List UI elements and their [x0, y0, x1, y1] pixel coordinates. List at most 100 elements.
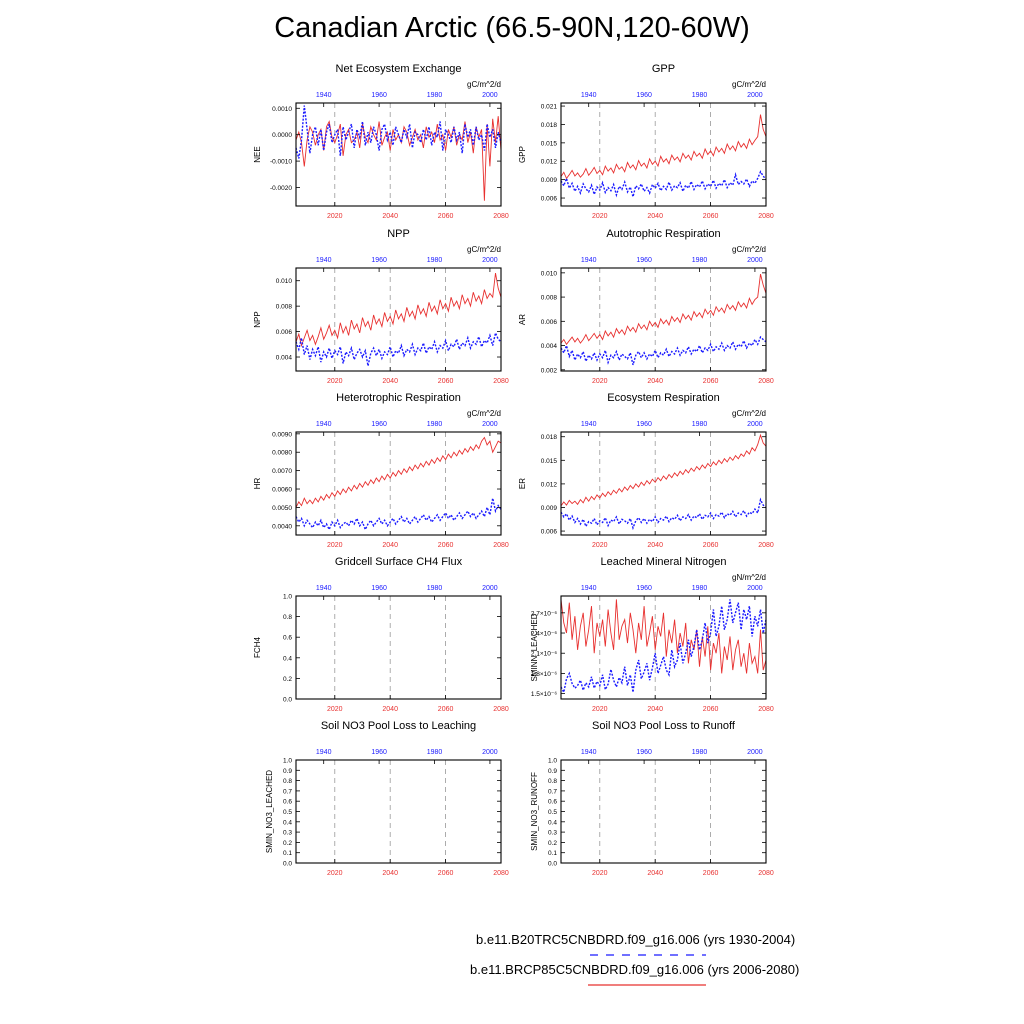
er-top-xtick-label-1: 1960: [636, 421, 652, 428]
gpp-future-line: [560, 114, 767, 180]
ar-top-xtick-label-0: 1940: [581, 257, 597, 264]
er-ytick-label-4: 0.018: [541, 434, 558, 441]
smin-no3-runoff-top-xtick-label-3: 2000: [747, 749, 763, 756]
npp-top-xtick-label-2: 1980: [427, 257, 443, 264]
hr-ylabel: HR: [253, 478, 262, 490]
smin-no3-leached-top-xtick-label-3: 2000: [482, 749, 498, 756]
smin-no3-leached-ytick-label-9: 0.9: [283, 768, 292, 775]
ar-xtick-label-1: 2040: [647, 378, 663, 385]
gpp-historical-line: [560, 170, 767, 200]
gpp-ytick-label-5: 0.021: [541, 104, 558, 111]
sminn-leached-units: gN/m^2/d: [732, 573, 766, 582]
hr-top-xtick-label-0: 1940: [316, 421, 332, 428]
page-title: Canadian Arctic (66.5-90N,120-60W): [274, 12, 750, 44]
ar-xtick-label-3: 2080: [758, 378, 774, 385]
smin-no3-leached-ytick-label-7: 0.7: [283, 788, 292, 795]
smin-no3-leached-xtick-label-3: 2080: [493, 870, 509, 877]
nee-xtick-label-0: 2020: [327, 213, 343, 220]
fch4-ytick-label-1: 0.2: [283, 676, 292, 683]
ar-units: gC/m^2/d: [732, 245, 766, 254]
hr-top-xtick-label-3: 2000: [482, 421, 498, 428]
fch4-ytick-label-2: 0.4: [283, 655, 292, 662]
smin-no3-leached-panel: Soil NO3 Pool Loss to Leaching 0.0 0.1 0.2 0…: [265, 720, 509, 877]
npp-top-xtick-label-3: 2000: [482, 257, 498, 264]
gpp-top-xtick-label-1: 1960: [636, 92, 652, 99]
fch4-ylabel: FCH4: [253, 637, 262, 658]
er-ytick-label-1: 0.009: [541, 505, 558, 512]
ar-xtick-label-0: 2020: [592, 378, 608, 385]
smin-no3-leached-ytick-label-3: 0.3: [283, 830, 292, 837]
sminn-leached-ytick-label-3: 2.4×10⁻⁶: [531, 631, 557, 638]
sminn-leached-top-xtick-label-3: 2000: [747, 585, 763, 592]
hr-ytick-label-4: 0.0080: [272, 450, 292, 457]
ar-ytick-label-4: 0.010: [541, 270, 558, 277]
smin-no3-runoff-top-xtick-label-2: 1980: [692, 749, 708, 756]
nee-top-xtick-label-2: 1980: [427, 92, 443, 99]
smin-no3-runoff-ytick-label-3: 0.3: [548, 830, 557, 837]
smin-no3-runoff-top-xtick-label-1: 1960: [636, 749, 652, 756]
nee-xtick-label-2: 2060: [438, 213, 454, 220]
smin-no3-leached-ytick-label-5: 0.5: [283, 809, 292, 816]
hr-xtick-label-2: 2060: [438, 542, 454, 549]
smin-no3-runoff-xtick-label-2: 2060: [703, 870, 719, 877]
gpp-xtick-label-1: 2040: [647, 213, 663, 220]
npp-ytick-label-2: 0.008: [276, 304, 293, 311]
sminn-leached-xtick-label-3: 2080: [758, 706, 774, 713]
gpp-ytick-label-1: 0.009: [541, 177, 558, 184]
ar-xtick-label-2: 2060: [703, 378, 719, 385]
smin-no3-leached-ytick-label-0: 0.0: [283, 861, 292, 868]
smin-no3-runoff-xtick-label-1: 2040: [647, 870, 663, 877]
nee-ylabel: NEE: [253, 146, 262, 162]
nee-top-xtick-label-3: 2000: [482, 92, 498, 99]
smin-no3-runoff-ytick-label-10: 1.0: [548, 758, 557, 765]
gpp-ytick-label-4: 0.018: [541, 122, 558, 129]
sminn-leached-top-xtick-label-2: 1980: [692, 585, 708, 592]
er-ytick-label-3: 0.015: [541, 458, 558, 465]
er-top-xtick-label-0: 1940: [581, 421, 597, 428]
sminn-leached-panel: Leached Mineral Nitrogen gN/m^2/d 1.5×10⁻⁶…: [530, 556, 774, 713]
er-top-xtick-label-2: 1980: [692, 421, 708, 428]
smin-no3-leached-ytick-label-1: 0.1: [283, 850, 292, 857]
npp-ytick-label-0: 0.004: [276, 355, 293, 362]
ar-top-xtick-label-3: 2000: [747, 257, 763, 264]
npp-title: NPP: [387, 228, 410, 240]
smin-no3-runoff-ytick-label-1: 0.1: [548, 850, 557, 857]
smin-no3-leached-plot-frame: [295, 759, 502, 864]
fch4-ytick-label-5: 1.0: [283, 594, 292, 601]
er-xtick-label-2: 2060: [703, 542, 719, 549]
fch4-xtick-label-3: 2080: [493, 706, 509, 713]
gpp-xtick-label-3: 2080: [758, 213, 774, 220]
gpp-title: GPP: [652, 63, 675, 75]
legend-historical-label: b.e11.B20TRC5CNBDRD.f09_g16.006 (yrs 193…: [476, 932, 796, 947]
hr-ytick-label-2: 0.0060: [272, 487, 292, 494]
fch4-xtick-label-1: 2040: [382, 706, 398, 713]
sminn-leached-ylabel: SMINN_LEACHED: [530, 613, 539, 681]
smin-no3-leached-top-xtick-label-1: 1960: [371, 749, 387, 756]
gpp-xtick-label-0: 2020: [592, 213, 608, 220]
ar-plot-frame: [560, 267, 767, 372]
gpp-ytick-label-0: 0.006: [541, 196, 558, 203]
gpp-top-xtick-label-0: 1940: [581, 92, 597, 99]
sminn-leached-top-xtick-label-1: 1960: [636, 585, 652, 592]
legend: [588, 954, 706, 986]
hr-future-line: [295, 436, 502, 508]
npp-plot-frame: [295, 267, 502, 372]
npp-xtick-label-2: 2060: [438, 378, 454, 385]
ar-ytick-label-2: 0.006: [541, 319, 558, 326]
sminn-leached-top-xtick-label-0: 1940: [581, 585, 597, 592]
hr-ytick-label-3: 0.0070: [272, 468, 292, 475]
smin-no3-runoff-ytick-label-9: 0.9: [548, 768, 557, 775]
sminn-leached-title: Leached Mineral Nitrogen: [601, 556, 727, 568]
hr-plot-frame: [295, 431, 502, 536]
nee-historical-line: [295, 105, 502, 159]
ar-ytick-label-1: 0.004: [541, 343, 558, 350]
gpp-ytick-label-2: 0.012: [541, 159, 558, 166]
ar-top-xtick-label-1: 1960: [636, 257, 652, 264]
ar-historical-line: [560, 335, 767, 366]
er-future-line: [560, 433, 767, 507]
fch4-xtick-label-2: 2060: [438, 706, 454, 713]
fch4-title: Gridcell Surface CH4 Flux: [335, 556, 463, 568]
nee-xtick-label-3: 2080: [493, 213, 509, 220]
fch4-top-xtick-label-1: 1960: [371, 585, 387, 592]
npp-historical-line: [295, 330, 502, 367]
